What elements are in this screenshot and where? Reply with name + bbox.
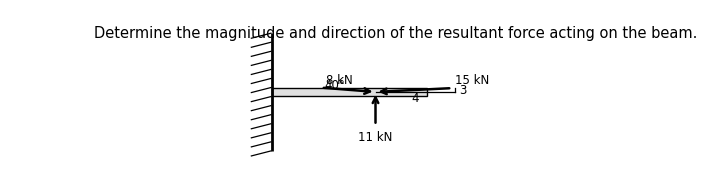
Text: 15 kN: 15 kN — [455, 74, 489, 87]
Text: 4: 4 — [412, 92, 419, 105]
Text: Determine the magnitude and direction of the resultant force acting on the beam.: Determine the magnitude and direction of… — [94, 26, 697, 41]
Text: 3: 3 — [459, 84, 467, 96]
FancyBboxPatch shape — [272, 88, 428, 96]
Text: 40°: 40° — [325, 79, 345, 92]
Text: 11 kN: 11 kN — [359, 131, 393, 144]
Text: 8 kN: 8 kN — [326, 74, 353, 87]
